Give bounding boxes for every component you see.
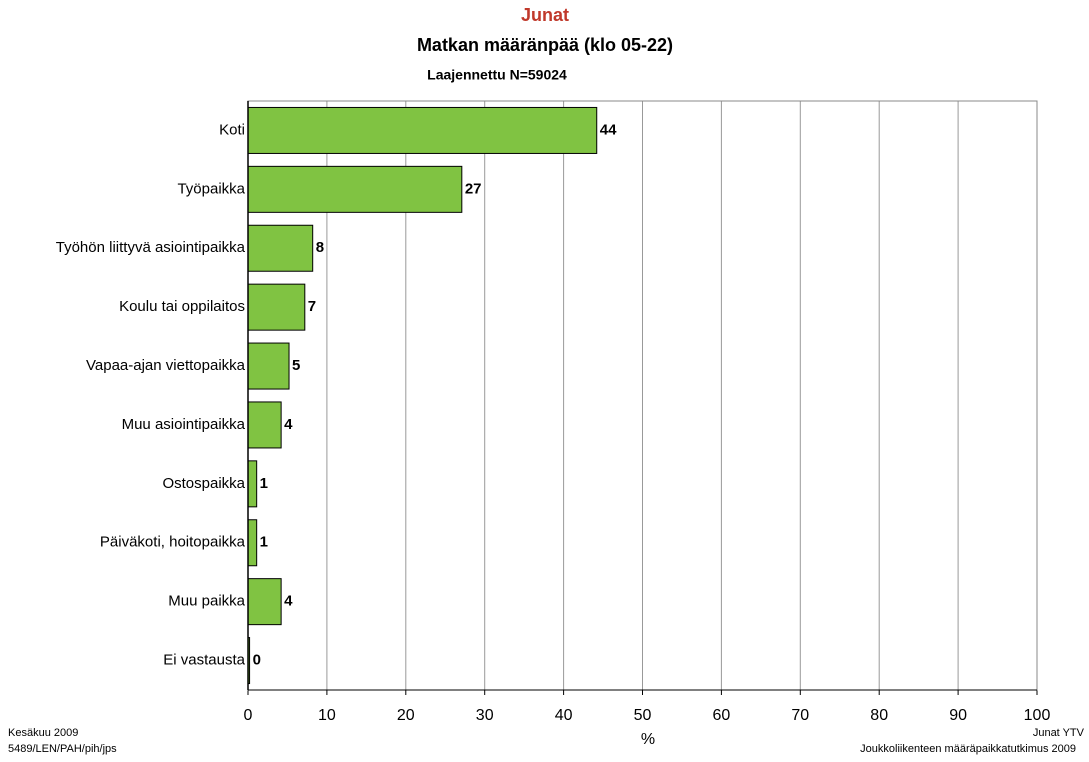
y-tick-label: Muu asiointipaikka	[122, 416, 246, 433]
footer-right: Junat YTV	[1033, 727, 1085, 739]
value-label: 4	[284, 593, 293, 610]
y-tick-label: Muu paikka	[168, 593, 245, 610]
x-axis-label: %	[641, 731, 655, 748]
value-label: 5	[292, 357, 300, 374]
x-tick-label: 30	[476, 707, 494, 724]
value-label: 7	[308, 298, 316, 315]
x-tick-label: 0	[244, 707, 253, 724]
footer-left: 5489/LEN/PAH/pih/jps	[8, 743, 117, 755]
value-label: 1	[260, 534, 268, 551]
bar	[247, 519, 258, 567]
value-label: 27	[465, 180, 482, 197]
chart-subtitle: Matkan määränpää (klo 05-22)	[417, 35, 673, 55]
y-tick-label: Työpaikka	[177, 180, 245, 197]
x-tick-label: 80	[870, 707, 888, 724]
value-label: 0	[253, 652, 261, 669]
bar	[247, 401, 282, 449]
value-label: 1	[260, 475, 268, 492]
x-tick-label: 90	[949, 707, 967, 724]
y-tick-label: Koti	[219, 121, 245, 138]
chart-note: Laajennettu N=59024	[427, 67, 567, 83]
chart-title: Junat	[521, 5, 569, 25]
y-tick-label: Päiväkoti, hoitopaikka	[100, 534, 246, 551]
bar	[247, 224, 314, 272]
footer-left: Kesäkuu 2009	[8, 727, 78, 739]
x-tick-label: 20	[397, 707, 415, 724]
bar	[247, 283, 306, 331]
x-tick-label: 40	[555, 707, 573, 724]
value-label: 4	[284, 416, 293, 433]
footer-right: Joukkoliikenteen määräpaikkatutkimus 200…	[860, 743, 1076, 755]
value-label: 8	[316, 239, 324, 256]
y-tick-label: Ostospaikka	[162, 475, 245, 492]
bar	[247, 578, 282, 626]
bar	[247, 460, 258, 508]
bar	[247, 165, 463, 213]
y-tick-label: Ei vastausta	[163, 652, 245, 669]
value-label: 44	[600, 121, 617, 138]
x-tick-label: 60	[713, 707, 731, 724]
x-tick-label: 100	[1024, 707, 1051, 724]
y-tick-label: Vapaa-ajan viettopaikka	[86, 357, 246, 374]
x-tick-label: 10	[318, 707, 336, 724]
bar	[247, 342, 290, 390]
y-tick-label: Koulu tai oppilaitos	[119, 298, 245, 315]
bar	[247, 106, 598, 154]
x-tick-label: 70	[791, 707, 809, 724]
x-tick-label: 50	[634, 707, 652, 724]
y-tick-label: Työhön liittyvä asiointipaikka	[56, 239, 246, 256]
